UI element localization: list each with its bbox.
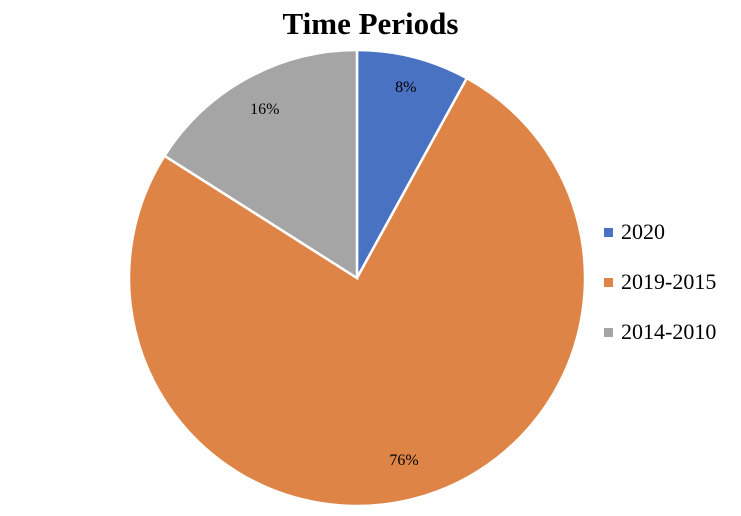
legend: 2020 2019-2015 2014-2010 (604, 207, 716, 357)
legend-swatch (604, 227, 613, 237)
pie-slice-2020 (355, 48, 469, 279)
pie-slice-2019-2015 (127, 76, 587, 508)
legend-label: 2020 (621, 219, 665, 244)
legend-swatch (604, 277, 613, 287)
legend-swatch (604, 327, 613, 337)
data-label: 76% (389, 452, 418, 469)
legend-label: 2014-2010 (621, 319, 717, 344)
data-label: 16% (250, 101, 279, 118)
pie-slice-2014-2010 (162, 48, 359, 281)
legend-item-2020: 2020 (604, 207, 716, 257)
data-label: 8% (395, 79, 416, 96)
pie-labels: 8% 76% 16% (250, 79, 419, 469)
chart-title: Time Periods (282, 6, 459, 41)
legend-item-2014-2010: 2014-2010 (604, 307, 716, 357)
legend-item-2019-2015: 2019-2015 (604, 257, 716, 307)
pie-slices (127, 48, 587, 508)
legend-label: 2019-2015 (621, 269, 717, 294)
